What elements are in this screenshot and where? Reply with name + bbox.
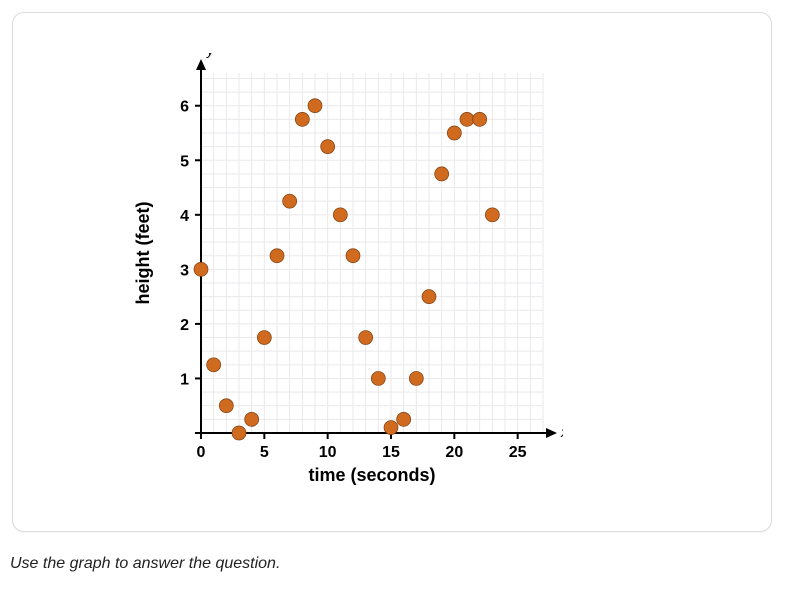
data-point <box>460 112 474 126</box>
x-tick-label: 20 <box>445 444 463 461</box>
data-point <box>270 249 284 263</box>
x-tick-label: 0 <box>197 444 206 461</box>
data-point <box>359 331 373 345</box>
data-point <box>321 140 335 154</box>
data-point <box>409 371 423 385</box>
data-point <box>295 112 309 126</box>
x-tick-label: 25 <box>509 444 527 461</box>
data-point <box>232 426 246 440</box>
data-point <box>245 412 259 426</box>
y-tick-label: 2 <box>180 317 189 334</box>
data-point <box>333 208 347 222</box>
data-point <box>207 358 221 372</box>
data-point <box>371 371 385 385</box>
chart-card: 0 5 10 15 20 25 1 2 3 4 5 6 y x time (seconds) height (… <box>12 12 772 532</box>
y-tick-label: 4 <box>180 208 189 225</box>
y-tick-label: 1 <box>180 371 189 388</box>
x-axis-title: time (seconds) <box>308 465 435 485</box>
x-tick-label: 15 <box>382 444 400 461</box>
data-point <box>308 99 322 113</box>
data-point <box>397 412 411 426</box>
data-point <box>283 194 297 208</box>
chart-container: 0 5 10 15 20 25 1 2 3 4 5 6 y x time (seconds) height (… <box>123 53 563 493</box>
y-axis-title: height (feet) <box>133 202 153 305</box>
y-tick-label: 6 <box>180 99 189 116</box>
data-point <box>219 399 233 413</box>
data-point <box>435 167 449 181</box>
data-point <box>257 331 271 345</box>
y-tick-label: 3 <box>180 262 189 279</box>
data-point <box>447 126 461 140</box>
x-tick-label: 5 <box>260 444 269 461</box>
prompt-text: Use the graph to answer the question. <box>10 555 280 573</box>
x-axis-symbol: x <box>560 424 563 440</box>
y-axis-symbol: y <box>206 53 215 58</box>
data-point <box>422 290 436 304</box>
data-point <box>194 262 208 276</box>
x-tick-label: 10 <box>319 444 337 461</box>
y-tick-label: 5 <box>180 153 189 170</box>
data-point <box>384 421 398 435</box>
data-point <box>485 208 499 222</box>
scatter-chart: 0 5 10 15 20 25 1 2 3 4 5 6 y x time (seconds) height (… <box>123 53 563 493</box>
data-point <box>346 249 360 263</box>
data-point <box>473 112 487 126</box>
